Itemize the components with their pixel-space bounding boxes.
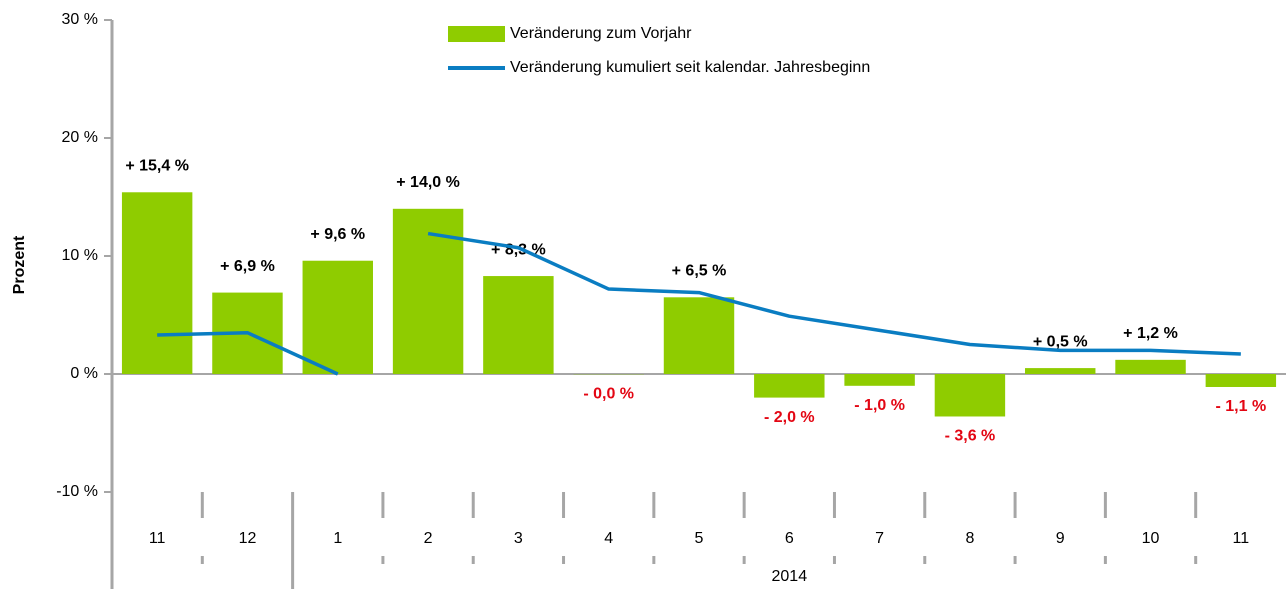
value-label: + 6,9 % xyxy=(220,258,275,275)
value-label: - 2,0 % xyxy=(764,409,815,426)
bar xyxy=(844,374,914,386)
value-label: - 3,6 % xyxy=(945,428,996,445)
bar xyxy=(664,297,734,374)
value-label: - 1,1 % xyxy=(1216,398,1267,415)
x-tick-label: 12 xyxy=(239,530,257,547)
value-label: + 14,0 % xyxy=(396,174,460,191)
x-tick-label: 11 xyxy=(149,530,166,547)
bar xyxy=(1025,368,1095,374)
x-tick-label: 3 xyxy=(514,530,523,547)
value-label: + 9,6 % xyxy=(310,226,365,243)
legend-swatch xyxy=(448,26,505,42)
y-tick-label: 10 % xyxy=(62,247,98,264)
y-axis-title: Prozent xyxy=(11,235,28,294)
y-tick-label: 30 % xyxy=(62,11,98,28)
bar xyxy=(1206,374,1276,387)
y-tick-label: -10 % xyxy=(56,483,98,500)
bar xyxy=(1115,360,1185,374)
bar xyxy=(483,276,553,374)
bar xyxy=(754,374,824,398)
bar xyxy=(303,261,373,374)
legend-label: Veränderung zum Vorjahr xyxy=(510,25,692,42)
bar xyxy=(122,192,192,374)
x-tick-label: 4 xyxy=(604,530,613,547)
x-tick-label: 11 xyxy=(1233,530,1250,547)
x-tick-label: 9 xyxy=(1056,530,1065,547)
x-tick-label: 7 xyxy=(875,530,884,547)
x-tick-label: 1 xyxy=(333,530,342,547)
value-label: - 1,0 % xyxy=(854,397,905,414)
y-tick-label: 0 % xyxy=(70,365,98,382)
x-tick-label: 5 xyxy=(695,530,704,547)
value-label: + 6,5 % xyxy=(672,263,727,280)
x-tick-label: 10 xyxy=(1142,530,1160,547)
y-tick-label: 20 % xyxy=(62,129,98,146)
x-tick-label: 2 xyxy=(424,530,433,547)
legend-label: Veränderung kumuliert seit kalendar. Jah… xyxy=(510,59,870,76)
value-label: + 1,2 % xyxy=(1123,325,1178,342)
value-label: - 0,0 % xyxy=(583,385,634,402)
bar xyxy=(935,374,1005,416)
group-label: 2014 xyxy=(772,568,808,585)
x-tick-label: 6 xyxy=(785,530,794,547)
value-label: + 15,4 % xyxy=(125,157,189,174)
x-tick-label: 8 xyxy=(965,530,974,547)
